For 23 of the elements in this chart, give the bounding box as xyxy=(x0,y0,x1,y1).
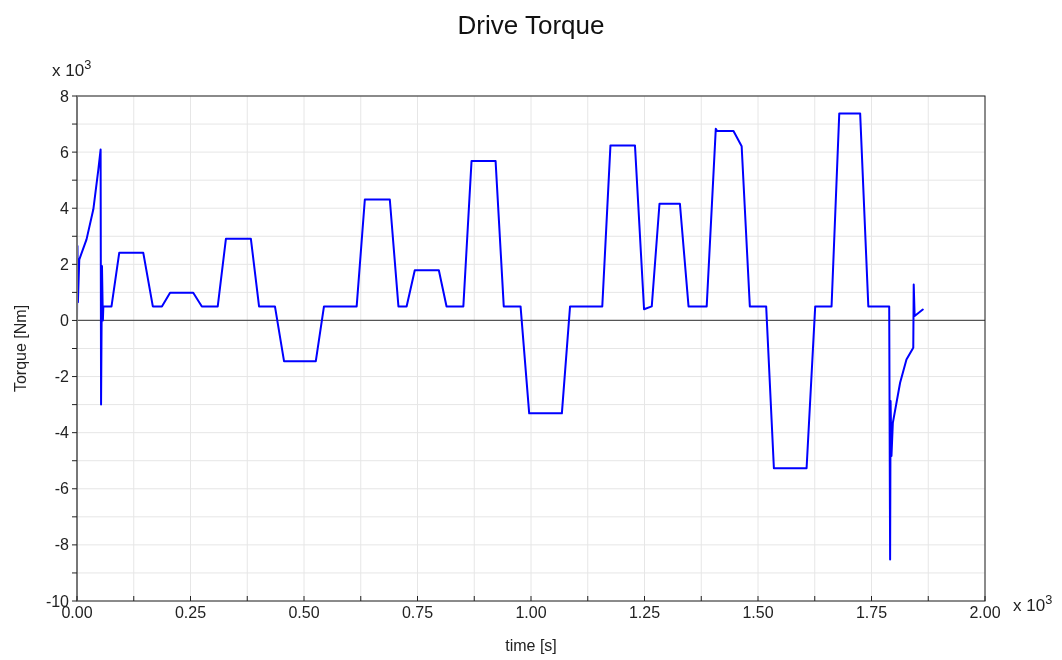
x-tick-label: 1.00 xyxy=(515,604,547,621)
y-tick-label: -6 xyxy=(54,480,70,498)
y-tick-label: 8 xyxy=(60,87,70,105)
text: x 10$^{3}$ xyxy=(52,56,92,80)
y-tick-label: 2 xyxy=(60,255,70,273)
y-tick-label: 6 xyxy=(60,143,70,161)
x-tick-label: 0.50 xyxy=(288,604,320,621)
x-tick-label: 1.50 xyxy=(742,604,774,621)
y-axis-title: Torque [Nm] xyxy=(12,304,29,393)
y-tick-label: -4 xyxy=(54,424,70,442)
x-axis-title: time [s] xyxy=(505,637,557,654)
x-tick-label: 1.25 xyxy=(628,604,661,621)
y-tick-label: -8 xyxy=(54,536,70,554)
x-tick-label: 0.75 xyxy=(401,604,434,621)
text: x 10$^{3}$ xyxy=(1013,591,1053,615)
x-tick-label: 1.75 xyxy=(855,604,888,621)
y-tick-label: 0 xyxy=(60,312,70,330)
line-series xyxy=(76,112,924,561)
y-tick-label: 4 xyxy=(60,199,70,217)
x-tick-label: 0.25 xyxy=(174,604,207,621)
y-tick-label: -2 xyxy=(54,368,70,386)
chart-title: Drive Torque xyxy=(457,10,605,40)
x-tick-label: 2.00 xyxy=(969,604,1001,621)
